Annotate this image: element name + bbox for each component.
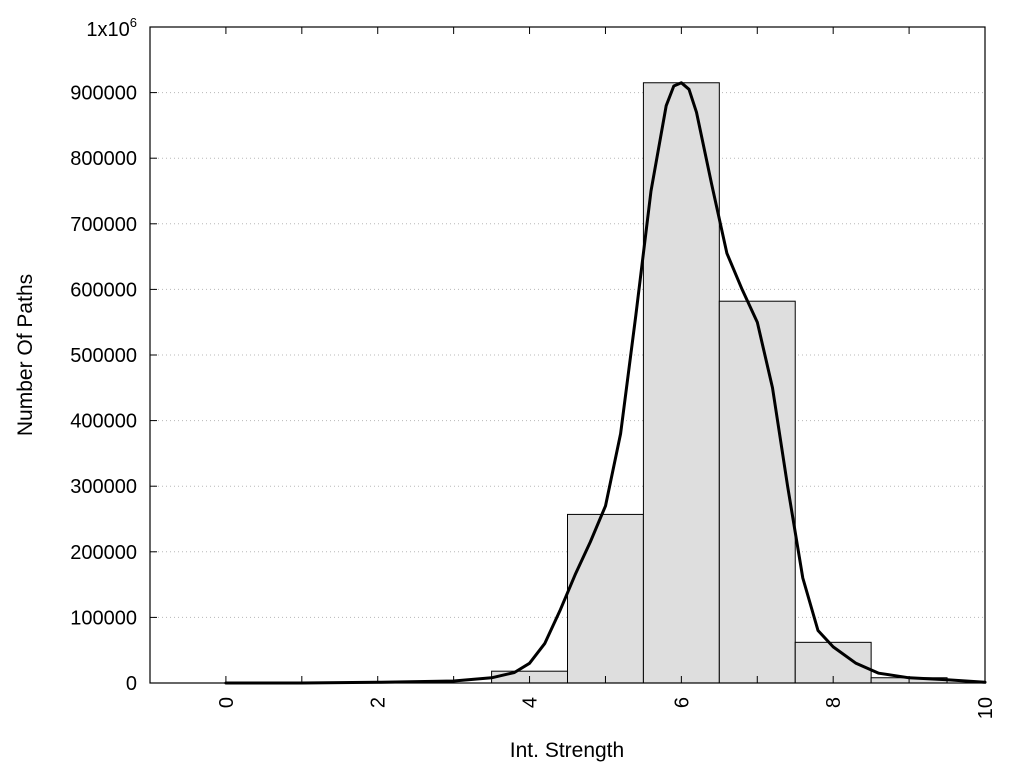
fit-curve: [224, 81, 987, 685]
histogram-bar: [567, 513, 644, 684]
y-tick-label: 900000: [70, 83, 137, 105]
y-tick-label: 200000: [70, 542, 137, 564]
histogram-bars: [491, 82, 948, 684]
y-tick-label: 400000: [70, 411, 137, 433]
y-tick-label: 700000: [70, 214, 137, 236]
x-axis-label: Int. Strength: [510, 739, 624, 762]
histogram-bar: [718, 300, 796, 684]
y-top-label: 1x106: [86, 15, 137, 41]
y-axis-label: Number Of Paths: [14, 274, 37, 436]
y-tick-label: 300000: [70, 476, 137, 498]
x-tick-label: 2: [368, 697, 390, 708]
y-top-label-base: 1x10: [86, 19, 129, 41]
y-axis-ticks: 0 100000 200000 300000 400000 500000 600000 700…: [70, 83, 157, 695]
x-tick-label: 10: [975, 697, 997, 719]
x-tick-label: 6: [671, 697, 693, 708]
x-axis-ticks: 0 2 4 6 8 10: [216, 27, 997, 719]
y-tick-label: 500000: [70, 345, 137, 367]
y-tick-label: 800000: [70, 148, 137, 170]
y-top-label-exponent: 6: [130, 15, 137, 30]
y-tick-label: 100000: [70, 607, 137, 629]
x-tick-label: 0: [216, 697, 238, 708]
y-tick-label: 600000: [70, 279, 137, 301]
x-tick-label: 8: [823, 697, 845, 708]
x-tick-label: 4: [520, 697, 542, 708]
fit-curve-group: [224, 81, 987, 685]
y-tick-label: 0: [126, 673, 137, 695]
